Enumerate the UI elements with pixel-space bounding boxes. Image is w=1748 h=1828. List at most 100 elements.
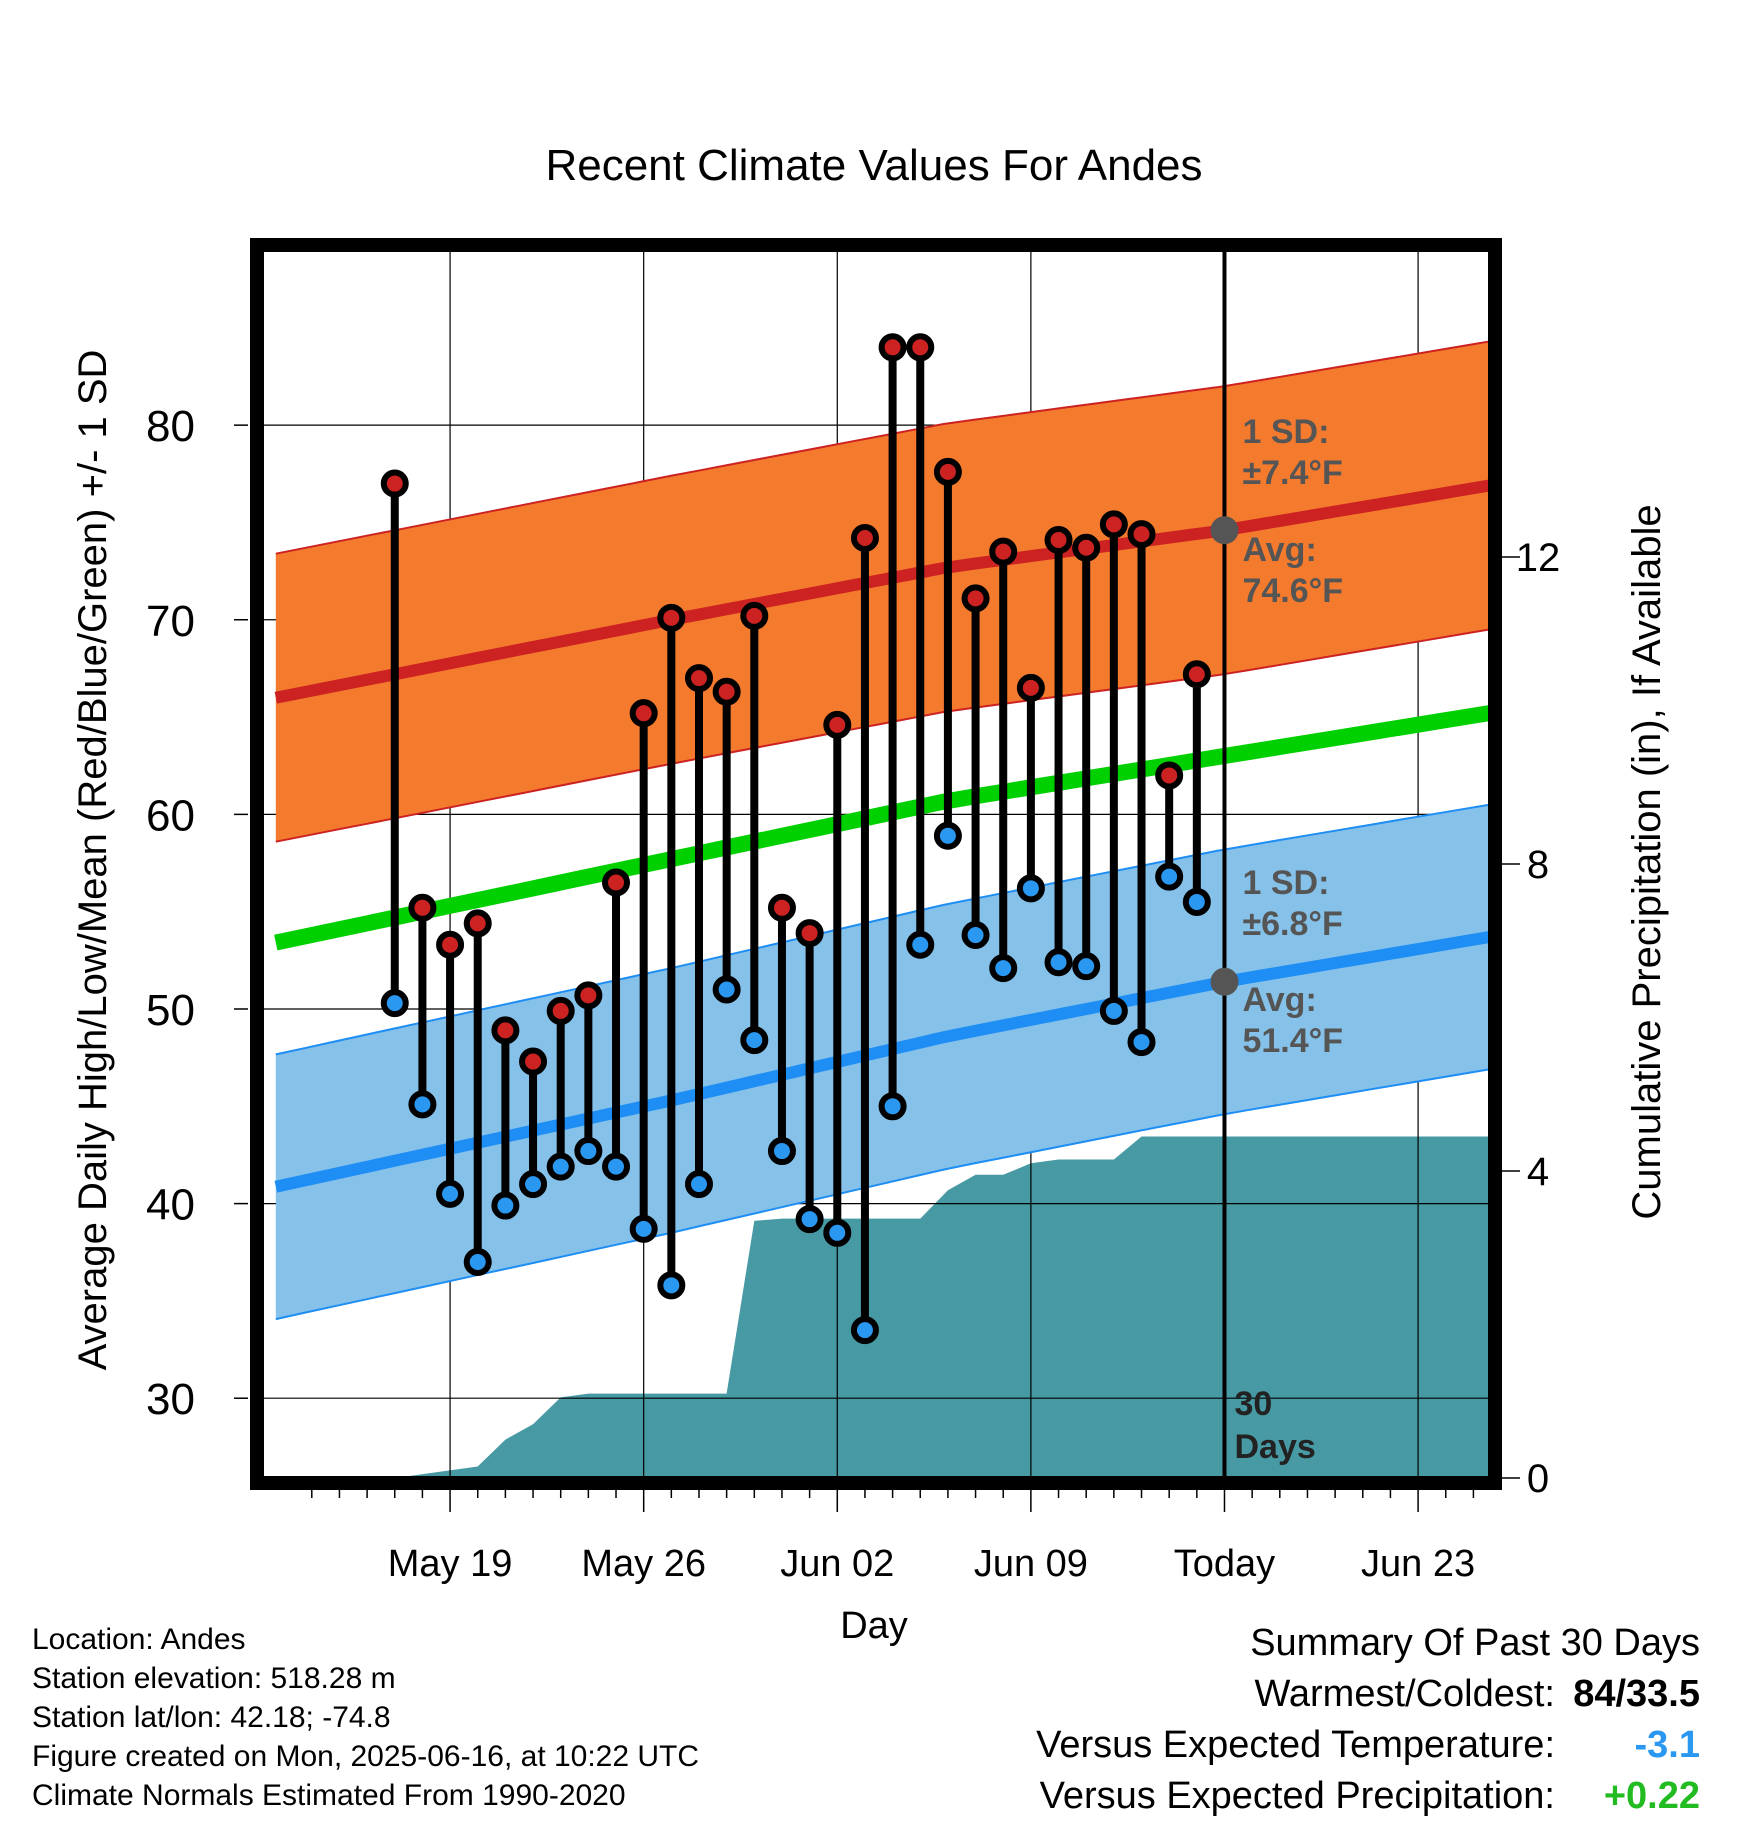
low-temp-point [574,1137,603,1166]
y-tick-label: 60 [146,791,195,840]
low-temp-point [602,1152,631,1181]
low-avg-label-line1: Avg: [1242,981,1316,1019]
x-tick-label: Jun 02 [780,1543,894,1585]
station-info: Location: Andes Station elevation: 518.2… [32,1620,699,1815]
low-avg-label-line2: 51.4°F [1242,1022,1343,1060]
high-temp-point [850,524,879,553]
high-temp-point [1127,520,1156,549]
high-temp-point [408,893,437,922]
low-temp-point [1127,1028,1156,1057]
x-axis-label: Day [840,1605,908,1647]
high-sd-label-line1: 1 SD: [1242,413,1329,451]
x-tick-label: May 19 [388,1543,513,1585]
y-axis-label: Average Daily High/Low/Mean (Red/Blue/Gr… [71,350,115,1371]
low-sd-label-line2: ±6.8°F [1242,905,1342,943]
high-temp-point [1182,660,1211,689]
high-temp-point [933,457,962,486]
summary-precip-row: Versus Expected Precipitation: +0.22 [1036,1771,1700,1822]
low-temp-point [463,1247,492,1276]
x-tick-label: May 26 [581,1543,706,1585]
x-tick-label: Today [1174,1543,1275,1585]
high-temp-point [989,537,1018,566]
y2-tick-label: 8 [1527,843,1549,887]
high-temp-point [574,981,603,1010]
low-temp-point [436,1179,465,1208]
low-temp-point [546,1152,575,1181]
low-temp-point [767,1137,796,1166]
low-temp-point [795,1205,824,1234]
low-temp-point [1182,887,1211,916]
high-temp-point [823,710,852,739]
today-high-normal-marker [1210,516,1239,545]
warmest-value: 84/33.5 [1573,1673,1700,1715]
low-temp-point [629,1214,658,1243]
high-temp-point [602,868,631,897]
low-temp-point [1072,952,1101,981]
low-temp-point [712,975,741,1004]
high-temp-point [878,333,907,362]
temp-label: Versus Expected Temperature: [1036,1724,1555,1766]
low-temp-point [961,921,990,950]
low-temp-point [657,1271,686,1300]
y-tick-label: 70 [146,597,195,646]
low-temp-point [906,930,935,959]
low-temp-point [933,821,962,850]
high-temp-point [1072,533,1101,562]
high-sd-band [275,341,1490,842]
x-tick-label: Jun 23 [1361,1543,1475,1585]
low-sd-label-line1: 1 SD: [1242,864,1329,902]
high-sd-lower-edge [275,628,1490,843]
y2-tick-label: 4 [1527,1150,1549,1194]
high-temp-point [767,893,796,922]
y2-tick-label: 12 [1516,536,1561,580]
high-temp-point [1016,673,1045,702]
location-text: Location: Andes [32,1623,246,1656]
low-temp-point [491,1191,520,1220]
chart-title: Recent Climate Values For Andes [545,141,1202,190]
low-temp-point [408,1090,437,1119]
days-annotation-line1: 30 [1234,1385,1272,1423]
high-temp-point [436,930,465,959]
summary-temp-row: Versus Expected Temperature: -3.1 [1036,1720,1700,1771]
high-temp-point [519,1047,548,1076]
low-temp-point [823,1218,852,1247]
y-tick-label: 80 [146,402,195,451]
high-temp-point [906,333,935,362]
low-temp-point [989,954,1018,983]
high-temp-point [491,1016,520,1045]
latlon-text: Station lat/lon: 42.18; -74.8 [32,1701,391,1734]
high-sd-upper-edge [275,340,1490,555]
high-temp-point [657,603,686,632]
y-tick-label: 40 [146,1181,195,1230]
x-tick-label: Jun 09 [974,1543,1088,1585]
low-temp-point [1044,948,1073,977]
high-temp-point [546,996,575,1025]
high-temp-point [380,469,409,498]
plot-frame [250,238,1502,1490]
low-temp-point [380,989,409,1018]
today-low-normal-marker [1210,967,1239,996]
high-sd-label-line2: ±7.4°F [1242,454,1342,492]
high-temp-point [463,909,492,938]
normal-high-line [274,479,1490,704]
low-sd-band [275,804,1490,1320]
high-temp-point [1044,525,1073,554]
days-annotation-line2: Days [1234,1428,1315,1466]
low-temp-point [519,1170,548,1199]
normals-text: Climate Normals Estimated From 1990-2020 [32,1779,626,1812]
low-temp-point [1155,862,1184,891]
low-temp-point [878,1092,907,1121]
elevation-text: Station elevation: 518.28 m [32,1662,396,1695]
precip-value: +0.22 [1603,1775,1700,1817]
high-temp-point [961,584,990,613]
high-temp-point [629,699,658,728]
summary-title: Summary Of Past 30 Days [1250,1622,1700,1664]
summary-panel: Summary Of Past 30 Days Warmest/Coldest:… [1036,1618,1700,1822]
low-temp-point [850,1316,879,1345]
high-temp-point [712,677,741,706]
precip-area [367,1136,1490,1478]
high-temp-point [684,664,713,693]
created-text: Figure created on Mon, 2025-06-16, at 10… [32,1740,700,1773]
y-tick-label: 30 [146,1375,195,1424]
